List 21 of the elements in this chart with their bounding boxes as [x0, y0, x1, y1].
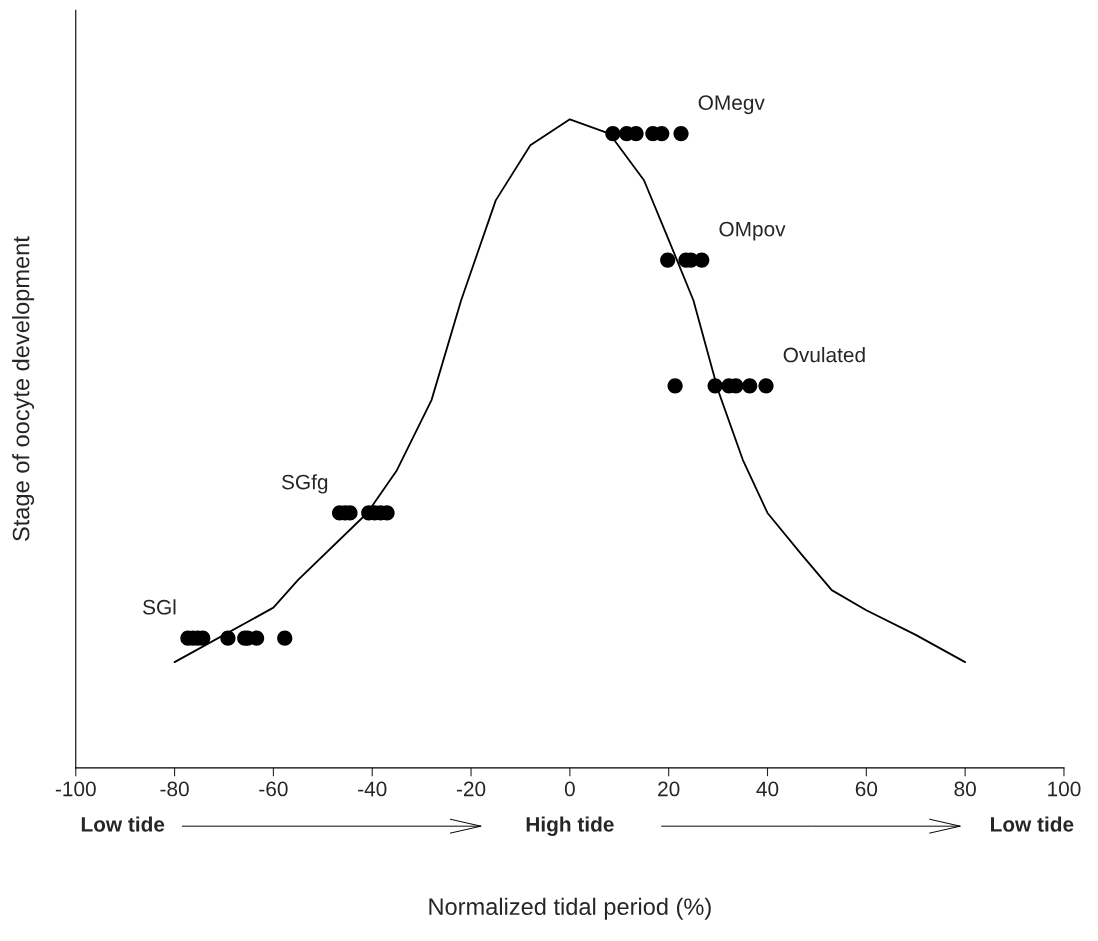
- series-label: SGfg: [281, 474, 328, 494]
- series-label: SGl: [143, 599, 176, 615]
- x-tick-label: -40: [358, 781, 387, 797]
- x-tick-label: -80: [160, 781, 189, 797]
- text: Low tide: [81, 816, 165, 832]
- x-tick-label: -20: [456, 781, 486, 797]
- series-label: OMegv: [698, 95, 765, 115]
- x-axis-title: Normalized tidal period (%): [429, 897, 711, 920]
- series-label: OMpov: [719, 221, 786, 241]
- x-tick-label: -100: [55, 781, 96, 797]
- series-label: Ovulated: [783, 347, 865, 363]
- text: Low tide: [991, 816, 1074, 832]
- x-tick-label: -60: [259, 781, 288, 797]
- x-tick-label: 40: [756, 781, 779, 797]
- x-tick-label: 100: [1048, 781, 1081, 797]
- text: High tide: [526, 816, 614, 836]
- x-tick-label: 80: [954, 781, 976, 797]
- x-tick-label: 60: [855, 781, 878, 797]
- x-tick-label: 0: [564, 781, 575, 797]
- y-axis-title: Stage of oocyte development: [12, 236, 35, 541]
- x-tick-label: 20: [658, 781, 680, 797]
